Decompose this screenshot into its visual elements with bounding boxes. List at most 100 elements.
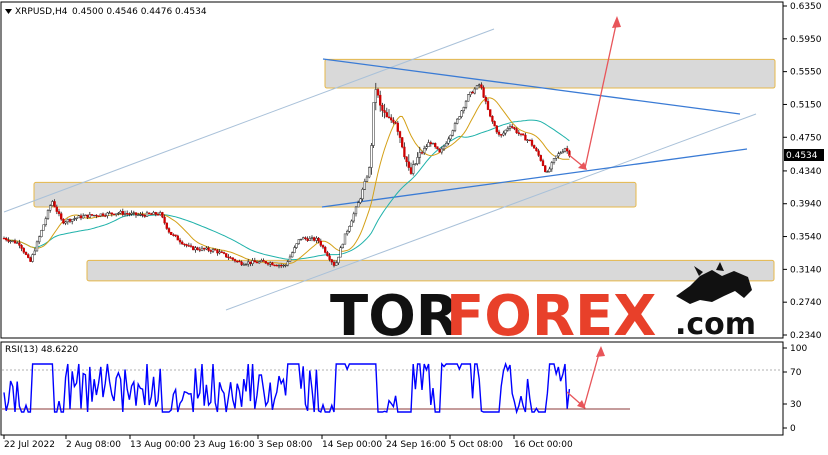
candle[interactable] bbox=[528, 139, 531, 141]
candle[interactable] bbox=[90, 214, 94, 216]
candle[interactable] bbox=[231, 257, 234, 260]
candle[interactable] bbox=[464, 100, 468, 108]
candle[interactable] bbox=[416, 157, 419, 165]
candle[interactable] bbox=[64, 221, 67, 224]
candle[interactable] bbox=[291, 252, 294, 258]
candle[interactable] bbox=[295, 243, 298, 248]
candle[interactable] bbox=[557, 153, 560, 157]
candle[interactable] bbox=[425, 146, 428, 149]
candle[interactable] bbox=[522, 133, 525, 136]
candle[interactable] bbox=[130, 212, 133, 215]
candle[interactable] bbox=[214, 249, 217, 251]
candle[interactable] bbox=[319, 240, 322, 246]
candle[interactable] bbox=[128, 213, 131, 215]
candle[interactable] bbox=[264, 261, 267, 264]
candle[interactable] bbox=[53, 201, 56, 208]
candle[interactable] bbox=[33, 250, 36, 255]
candle[interactable] bbox=[181, 241, 184, 245]
candle[interactable] bbox=[372, 102, 375, 146]
candle[interactable] bbox=[174, 234, 177, 237]
candle[interactable] bbox=[233, 259, 237, 262]
candle[interactable] bbox=[282, 264, 285, 267]
candle[interactable] bbox=[539, 155, 542, 161]
candle[interactable] bbox=[203, 247, 206, 250]
candle[interactable] bbox=[504, 129, 507, 134]
candle[interactable] bbox=[86, 214, 89, 218]
candle[interactable] bbox=[178, 239, 182, 243]
candle[interactable] bbox=[29, 257, 32, 262]
candle[interactable] bbox=[68, 219, 72, 222]
candle[interactable] bbox=[368, 167, 371, 178]
support-trendline[interactable] bbox=[321, 148, 748, 208]
candle[interactable] bbox=[44, 218, 47, 226]
candle[interactable] bbox=[57, 211, 61, 214]
candle[interactable] bbox=[119, 211, 122, 214]
candle[interactable] bbox=[238, 260, 241, 263]
candle[interactable] bbox=[401, 137, 404, 148]
candle[interactable] bbox=[374, 89, 377, 103]
candle[interactable] bbox=[75, 217, 78, 219]
candle[interactable] bbox=[205, 247, 208, 250]
candle[interactable] bbox=[139, 214, 142, 216]
candle[interactable] bbox=[284, 264, 287, 267]
candle[interactable] bbox=[394, 122, 397, 124]
candle[interactable] bbox=[108, 212, 111, 214]
candle[interactable] bbox=[552, 158, 556, 163]
candle[interactable] bbox=[497, 131, 501, 135]
candle[interactable] bbox=[480, 84, 483, 88]
candle[interactable] bbox=[88, 214, 91, 218]
candle[interactable] bbox=[495, 125, 498, 133]
candle[interactable] bbox=[502, 132, 505, 136]
candle[interactable] bbox=[18, 242, 21, 246]
candle[interactable] bbox=[440, 148, 443, 153]
candle[interactable] bbox=[537, 150, 540, 156]
price-zone[interactable] bbox=[33, 181, 637, 208]
candle[interactable] bbox=[275, 265, 278, 267]
candle[interactable] bbox=[262, 260, 265, 262]
candle[interactable] bbox=[170, 231, 173, 236]
candle[interactable] bbox=[473, 88, 476, 94]
candle[interactable] bbox=[35, 241, 39, 252]
candle[interactable] bbox=[132, 212, 135, 214]
candle[interactable] bbox=[453, 123, 457, 131]
candle[interactable] bbox=[51, 201, 54, 206]
candle[interactable] bbox=[370, 145, 373, 168]
candle[interactable] bbox=[379, 94, 382, 106]
candle[interactable] bbox=[60, 213, 63, 220]
candle[interactable] bbox=[251, 260, 254, 264]
candle[interactable] bbox=[145, 212, 149, 217]
candle[interactable] bbox=[73, 218, 76, 220]
candle[interactable] bbox=[222, 252, 226, 254]
candle[interactable] bbox=[308, 238, 311, 241]
candle[interactable] bbox=[429, 142, 432, 145]
candle[interactable] bbox=[407, 161, 410, 168]
candle[interactable] bbox=[506, 128, 509, 131]
candle[interactable] bbox=[189, 245, 193, 247]
candle[interactable] bbox=[209, 250, 212, 252]
candle[interactable] bbox=[104, 215, 107, 217]
candle[interactable] bbox=[42, 224, 45, 231]
candle[interactable] bbox=[330, 259, 333, 263]
candle[interactable] bbox=[266, 262, 270, 265]
candle[interactable] bbox=[328, 255, 331, 260]
candle[interactable] bbox=[148, 212, 151, 215]
candle[interactable] bbox=[11, 240, 14, 242]
candle[interactable] bbox=[152, 212, 155, 215]
candle[interactable] bbox=[302, 237, 305, 240]
candle[interactable] bbox=[414, 163, 417, 165]
candle[interactable] bbox=[387, 116, 391, 118]
candle[interactable] bbox=[55, 206, 58, 212]
candle[interactable] bbox=[293, 247, 296, 253]
candle[interactable] bbox=[196, 247, 199, 250]
resistance-trendline[interactable] bbox=[322, 58, 741, 115]
candle[interactable] bbox=[420, 152, 424, 154]
candle[interactable] bbox=[240, 261, 243, 265]
candle[interactable] bbox=[447, 138, 450, 144]
rsi-arrow-up[interactable] bbox=[583, 349, 601, 408]
candle[interactable] bbox=[467, 94, 470, 102]
candle[interactable] bbox=[5, 237, 8, 241]
candle[interactable] bbox=[423, 148, 426, 154]
candle[interactable] bbox=[24, 251, 28, 255]
candle[interactable] bbox=[216, 249, 219, 254]
